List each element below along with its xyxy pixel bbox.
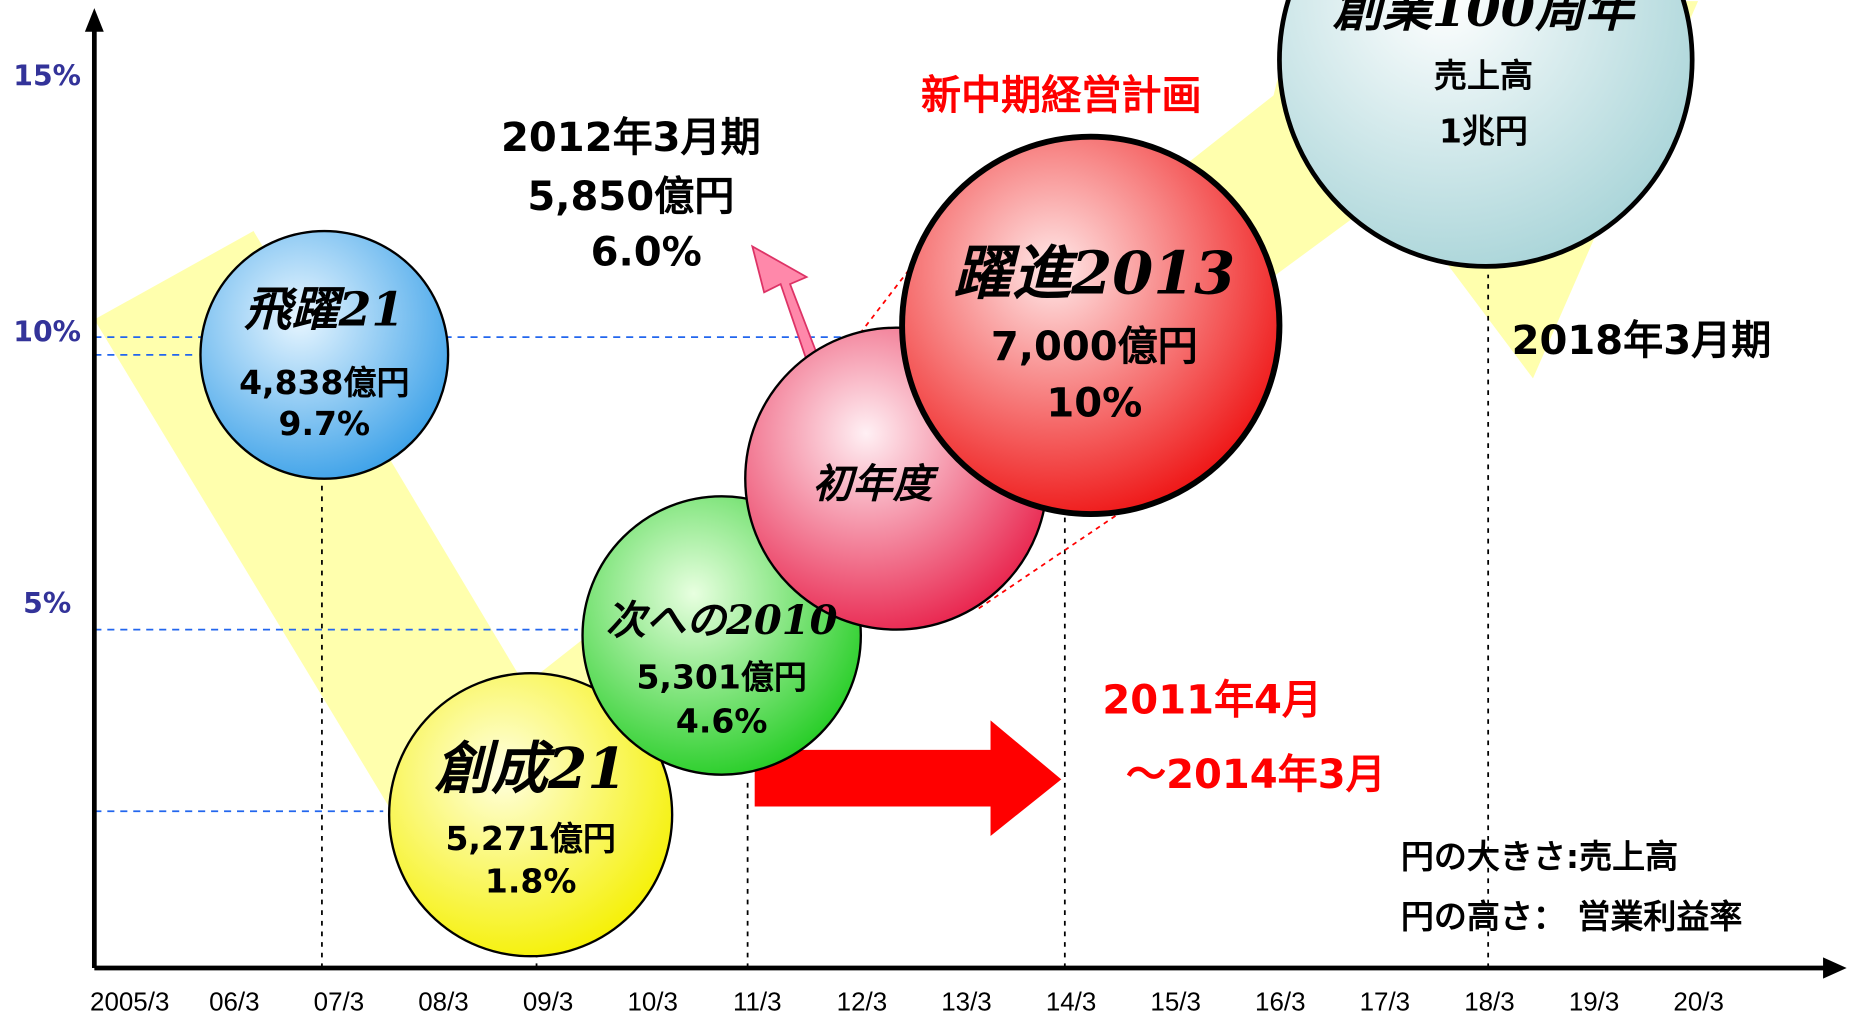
annotation: 2018年3月期 [1512,318,1772,364]
bubble-value: 4,838億円 [239,363,409,402]
bubble-name: 創成21 [435,736,627,802]
x-tick-label: 11/3 [733,988,782,1016]
bubble-value: 4.6% [676,701,768,740]
period-arrow [754,720,1062,836]
annotation: 6.0% [591,230,702,276]
x-tick-label: 2005/3 [90,988,169,1016]
y-tick-label: 15% [13,60,81,93]
bubble-value: 5,271億円 [445,819,615,858]
bubble-value: 9.7% [279,404,371,443]
bubble-name: 飛躍21 [243,283,404,338]
x-tick-label: 10/3 [627,988,677,1016]
plan-label: 新中期経営計画 [921,73,1202,119]
x-tick-label: 14/3 [1046,988,1096,1016]
bubble-value: 10% [1046,381,1142,427]
x-tick-label: 08/3 [418,988,468,1016]
axes [84,8,1847,979]
x-tick-label: 09/3 [523,988,573,1016]
period-label: ～2014年3月 [1126,752,1386,798]
x-tick-label: 16/3 [1255,988,1305,1016]
bubble-value: 売上高 [1434,56,1533,95]
bubble-value: 1.8% [485,862,577,901]
x-tick-label: 12/3 [837,988,887,1016]
x-tick-label: 07/3 [314,988,364,1016]
y-tick-label: 5% [23,587,71,620]
x-tick-label: 20/3 [1673,988,1723,1016]
bubble-name: 初年度 [812,460,939,507]
bubble-value: 5,301億円 [636,658,806,697]
x-tick-label: 18/3 [1464,988,1514,1016]
bubble-name: 次への2010 [606,597,838,644]
bubble-name: 躍進2013 [953,239,1235,308]
legend-note: 円の高さ： 営業利益率 [1401,897,1743,936]
annotation: 2012年3月期 [501,115,761,161]
bubble-name: 創業100周年 [1333,0,1640,38]
period-label: 2011年4月 [1102,678,1322,724]
x-tick-label: 17/3 [1360,988,1410,1016]
bubbles [199,0,1695,958]
bubble-value: 7,000億円 [991,324,1198,370]
x-tick-label: 13/3 [941,988,991,1016]
x-tick-label: 15/3 [1150,988,1200,1016]
y-tick-label: 10% [13,316,81,349]
x-tick-label: 06/3 [209,988,259,1016]
bubble-value: 1兆円 [1439,112,1528,151]
annotation: 5,850億円 [527,174,734,220]
x-tick-label: 19/3 [1569,988,1619,1016]
legend-note: 円の大きさ:売上高 [1401,837,1678,876]
